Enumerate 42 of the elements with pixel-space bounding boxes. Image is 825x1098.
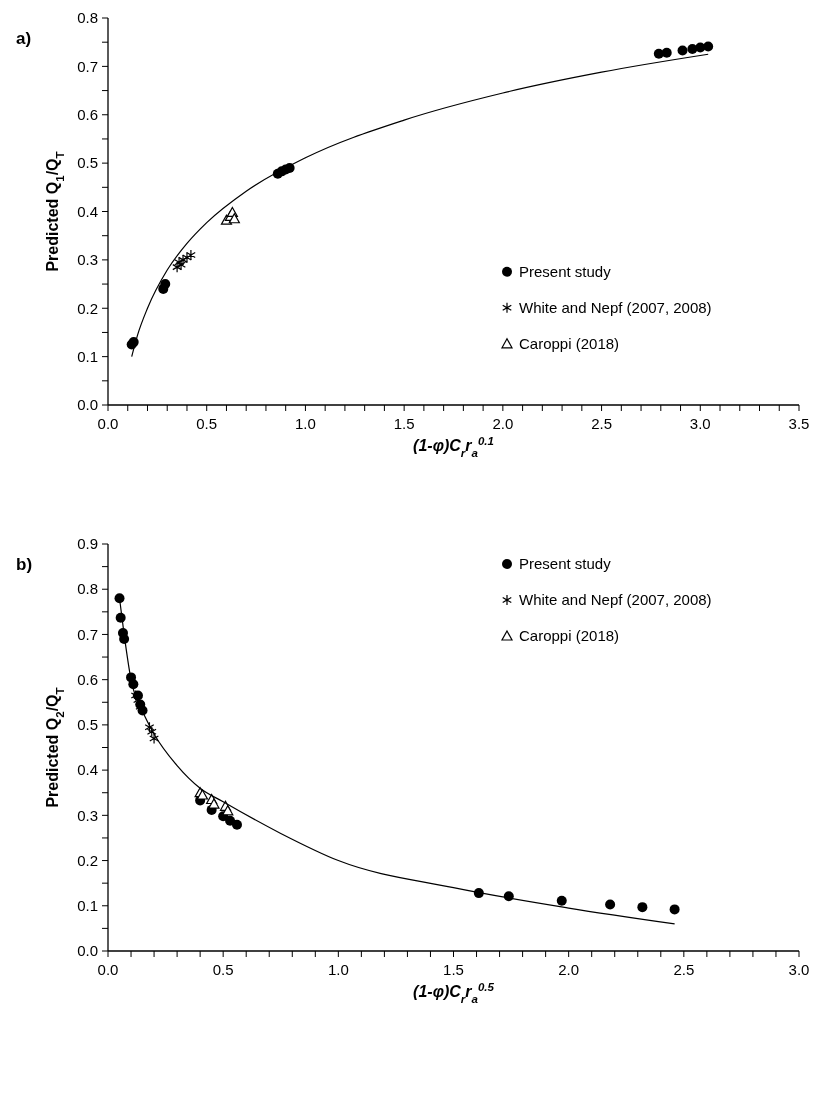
y-tick-label: 0.2 bbox=[77, 299, 98, 317]
x-tick-label: 1.5 bbox=[393, 415, 415, 432]
legend-label: Caroppi (2018) bbox=[519, 627, 620, 645]
y-tick-label: 0.6 bbox=[77, 670, 98, 688]
y-tick-label: 0.8 bbox=[77, 580, 98, 598]
y-tick-label: 0.3 bbox=[77, 806, 98, 824]
y-tick-label: 0.5 bbox=[77, 154, 98, 172]
x-tick-label: 0.5 bbox=[212, 961, 234, 978]
legend-label: Present study bbox=[519, 263, 612, 281]
legend-label: White and Nepf (2007, 2008) bbox=[519, 299, 712, 317]
y-tick-label: 0.0 bbox=[77, 942, 98, 960]
x-tick-label: 0.5 bbox=[196, 415, 218, 432]
x-tick-label: 3.5 bbox=[788, 415, 810, 432]
legend-label: Present study bbox=[519, 555, 612, 573]
text: b) bbox=[16, 555, 33, 574]
y-tick-label: 0.7 bbox=[77, 625, 98, 643]
y-tick-label: 0.7 bbox=[77, 57, 98, 75]
x-tick-label: 2.5 bbox=[673, 961, 695, 978]
y-tick-label: 0.0 bbox=[77, 396, 98, 414]
y-tick-label: 0.1 bbox=[77, 897, 98, 915]
y-tick-label: 0.4 bbox=[77, 761, 98, 779]
y-tick-label: 0.8 bbox=[77, 9, 98, 27]
x-tick-label: 2.0 bbox=[492, 415, 514, 432]
x-tick-label: 3.0 bbox=[689, 415, 711, 432]
y-tick-label: 0.4 bbox=[77, 202, 98, 220]
y-tick-label: 0.9 bbox=[77, 535, 98, 553]
x-tick-label: 0.0 bbox=[97, 961, 119, 978]
x-tick-label: 3.0 bbox=[788, 961, 810, 978]
x-tick-label: 1.0 bbox=[327, 961, 349, 978]
y-tick-label: 0.3 bbox=[77, 251, 98, 269]
x-tick-label: 2.0 bbox=[558, 961, 580, 978]
y-tick-label: 0.2 bbox=[77, 851, 98, 869]
y-tick-label: 0.5 bbox=[77, 716, 98, 734]
x-tick-label: 2.5 bbox=[591, 415, 612, 432]
x-tick-label: 0.0 bbox=[97, 415, 119, 432]
x-tick-label: 1.0 bbox=[295, 415, 316, 432]
x-tick-label: 1.5 bbox=[443, 961, 464, 978]
y-tick-label: 0.1 bbox=[77, 347, 98, 365]
y-tick-label: 0.6 bbox=[77, 106, 98, 123]
legend-label: White and Nepf (2007, 2008) bbox=[519, 591, 712, 609]
text: a) bbox=[16, 29, 32, 48]
legend-label: Caroppi (2018) bbox=[519, 335, 620, 353]
